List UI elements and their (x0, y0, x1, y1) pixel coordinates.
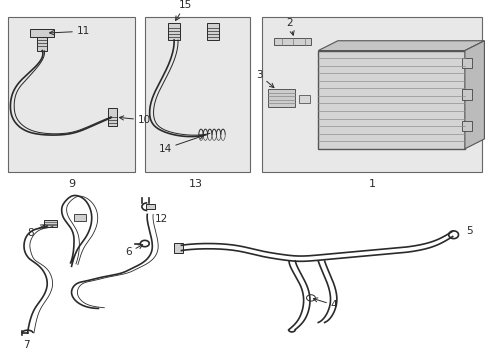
Text: 14: 14 (158, 135, 203, 154)
Bar (274, 37, 311, 45)
Text: 6: 6 (125, 245, 143, 257)
Polygon shape (318, 41, 485, 50)
Text: 5: 5 (466, 226, 472, 236)
Bar (37, 37, 47, 50)
Text: 9: 9 (68, 179, 75, 189)
Bar (168, 23, 180, 40)
Text: 10: 10 (120, 115, 150, 125)
Bar (74, 215, 86, 221)
Text: 4: 4 (313, 298, 337, 310)
Text: 1: 1 (368, 179, 375, 189)
Bar (8, 17, 135, 172)
Text: 12: 12 (155, 214, 168, 224)
Text: 3: 3 (256, 70, 274, 87)
Polygon shape (465, 41, 485, 149)
Bar (269, 89, 295, 107)
Bar (299, 95, 310, 103)
Bar (207, 23, 219, 40)
Bar (44, 220, 57, 227)
Bar (463, 121, 472, 131)
Text: 2: 2 (287, 18, 294, 35)
Text: 15: 15 (175, 0, 192, 21)
Bar (318, 50, 465, 149)
Text: 11: 11 (49, 26, 90, 36)
Bar (30, 29, 54, 37)
Bar (145, 17, 250, 172)
Text: 13: 13 (189, 179, 203, 189)
Text: 7: 7 (23, 340, 29, 350)
Bar (146, 204, 155, 209)
Bar (174, 243, 183, 253)
Bar (463, 58, 472, 68)
Bar (262, 17, 482, 172)
Bar (463, 89, 472, 100)
Text: 8: 8 (27, 225, 45, 238)
Bar (108, 108, 117, 126)
